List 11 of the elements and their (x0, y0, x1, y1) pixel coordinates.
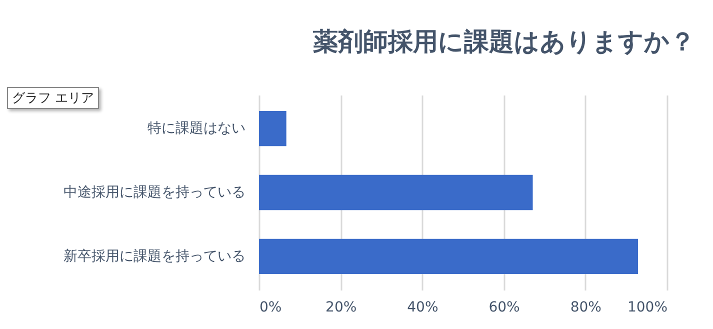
y-tick-label: 中途採用に課題を持っている (64, 184, 246, 200)
x-tick-label: 0% (260, 300, 282, 316)
x-tick-label: 100% (627, 300, 668, 316)
x-tick-label: 20% (326, 300, 357, 316)
y-tick-label: 特に課題はない (148, 120, 246, 137)
x-tick-label: 80% (570, 300, 602, 316)
y-tick-label: 新卒採用に課題を持っている (64, 248, 246, 264)
text: グラフ エリア (7, 87, 100, 109)
x-tick-label: 40% (407, 300, 438, 316)
chart-title: 薬剤師採用に課題はありますか？ (312, 27, 695, 56)
x-tick-label: 60% (488, 300, 520, 316)
